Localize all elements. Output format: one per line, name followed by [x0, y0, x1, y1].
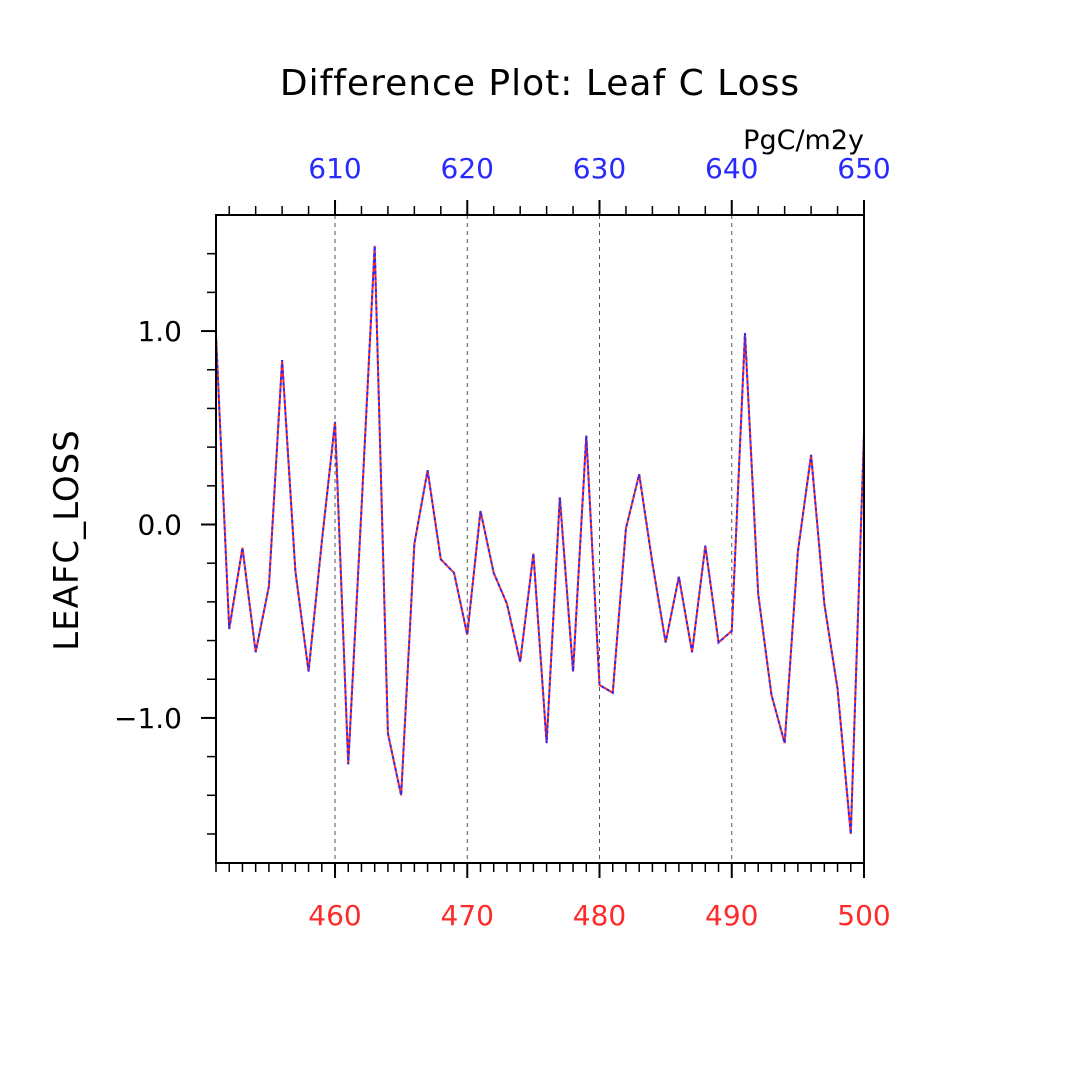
y-tick-label: 0.0	[137, 508, 182, 541]
chart-title: Difference Plot: Leaf C Loss	[280, 63, 800, 104]
x-bottom-tick-label: 490	[705, 899, 758, 932]
series-line-blue-dashed	[215, 245, 865, 835]
grid-lines	[334, 215, 733, 863]
x-bottom-tick-label: 470	[441, 899, 494, 932]
ticks	[201, 200, 865, 878]
x-top-tick-label: 650	[837, 152, 890, 185]
x-top-tick-label: 630	[573, 152, 626, 185]
x-top-tick-label: 610	[308, 152, 361, 185]
x-bottom-tick-label: 480	[573, 899, 626, 932]
x-top-tick-label: 620	[441, 152, 494, 185]
axes	[215, 214, 865, 864]
x-bottom-tick-label: 500	[837, 899, 890, 932]
tick-labels: 460 470 480 490 500 610 620 630 640 650 −1.0 0.0 1.0	[114, 152, 891, 932]
x-top-tick-label: 640	[705, 152, 758, 185]
plot-series	[215, 245, 865, 835]
y-tick-label: 1.0	[137, 315, 182, 348]
y-tick-label: −1.0	[114, 702, 182, 735]
y-axis-label: LEAFC_LOSS	[47, 429, 87, 651]
series-line-red-solid	[215, 245, 865, 835]
x-bottom-tick-label: 460	[308, 899, 361, 932]
plot-frame	[215, 214, 865, 864]
units-label: PgC/m2y	[743, 125, 864, 156]
